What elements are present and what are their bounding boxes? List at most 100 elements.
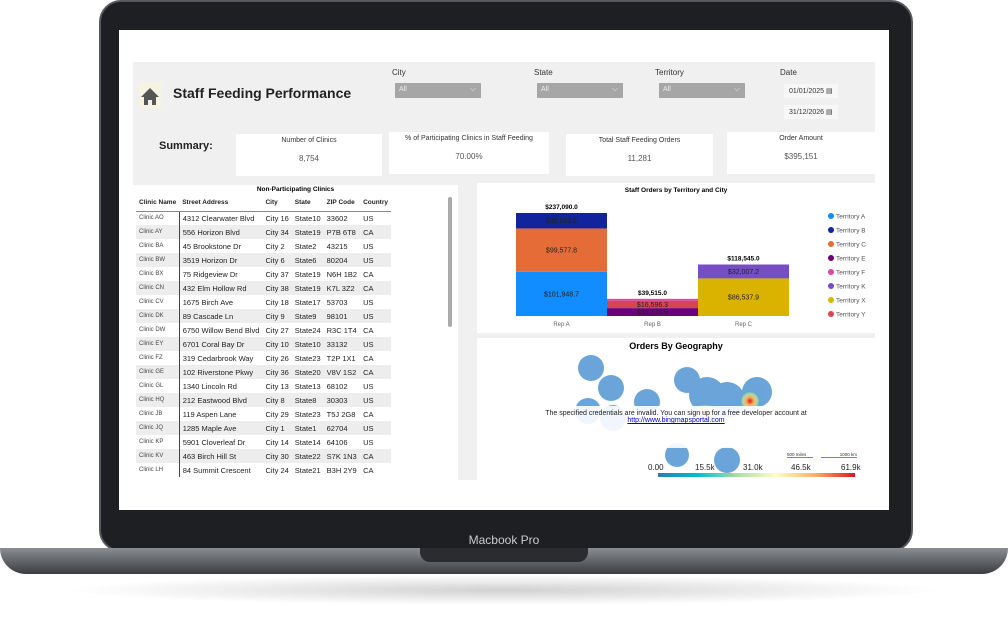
bar-segment[interactable] [516,228,607,272]
home-button[interactable] [139,82,161,108]
legend-item[interactable]: Territory K [836,283,866,290]
table-cell: CA [363,269,374,279]
territory-dropdown[interactable]: All ⌵ [659,83,745,98]
table-row[interactable]: Clinic KP 5901 Cloverleaf Dr City 14 State1… [136,435,391,449]
table-cell: V8V 1S2 [323,365,361,379]
table-cell: CA [360,365,391,379]
table-cell: City 27 [265,325,289,335]
table-cell: State23 [294,409,321,419]
state-value: All [541,86,549,93]
table-row[interactable]: Clinic GE 102 Riverstone Pkwy City 36 State… [136,365,391,379]
table-row[interactable]: Clinic LH 84 Summit Crescent City 24 State2… [136,463,391,477]
table-cell: T5J 2G8 [326,409,356,419]
data-label: $32,007.2 [728,269,759,276]
table-cell: T2P 1X1 [326,353,356,363]
calendar-icon: ▤ [826,109,833,116]
table-row[interactable]: Clinic AY 556 Horizon Blvd City 34 State19 P… [136,225,391,239]
bar-segment[interactable] [607,300,698,309]
table-cell: P7B 6T8 [323,225,361,239]
table-row[interactable]: Clinic DW 6750 Willow Bend Blvd City 27 Sta… [136,323,391,337]
summary-label: Summary: [159,140,213,152]
table-row[interactable]: Clinic BX 75 Ridgeview Dr City 37 State19 N6… [136,267,391,281]
table-cell: City 30 [262,449,292,463]
legend-item[interactable]: Territory F [836,269,865,276]
start-date-input[interactable]: 01/01/2025 ▤ [784,84,838,98]
dashboard: Staff Feeding Performance City All ⌵ Stat… [133,62,875,480]
table-cell: State23 [294,353,321,363]
data-label: $35,563.5 [546,218,577,225]
table-row[interactable]: Clinic GL 1340 Lincoln Rd City 13 State13 68… [136,379,391,393]
legend-marker [828,227,834,233]
table-row[interactable]: Clinic FZ 319 Cedarbrook Way City 26 State2… [136,351,391,365]
table-cell: City 38 [262,281,292,295]
bing-maps-link[interactable]: http://www.bingmapsportal.com [627,417,725,424]
staff-orders-chart: Staff Orders by Territory and City $101,9… [516,187,866,328]
table-cell: Clinic BW [136,253,180,267]
column-header[interactable]: Street Address [179,195,263,212]
table-row[interactable]: Clinic AO 4312 Clearwater Blvd City 16 Stat… [136,211,391,225]
bar-segment[interactable] [698,278,789,316]
table-cell: State8 [291,393,324,407]
bar-segment[interactable] [607,298,698,301]
table-cell: 119 Aspen Lane [182,409,237,419]
table-row[interactable]: Clinic HQ 212 Eastwood Blvd City 8 State8 30… [136,393,391,407]
bar-segment[interactable] [516,213,607,229]
date-filter-label: Date [780,68,797,77]
table-cell: State10 [291,337,324,351]
table-cell: Clinic KV [136,449,180,463]
legend-item[interactable]: Territory B [836,227,866,234]
legend-item[interactable]: Territory Y [836,311,866,318]
table-row[interactable]: Clinic EY 6701 Coral Bay Dr City 10 State10… [136,337,391,351]
table-row[interactable]: Clinic BW 3519 Horizon Dr City 6 State6 8020… [136,253,391,267]
table-cell: B3H 2Y9 [326,465,357,475]
legend-item[interactable]: Territory E [836,255,866,262]
legend-item[interactable]: Territory X [836,297,866,304]
table-cell: 68102 [326,381,348,391]
end-date-input[interactable]: 31/12/2026 ▤ [784,105,838,119]
data-label: $101,948.7 [544,291,579,298]
legend-item[interactable]: Territory A [836,213,866,220]
city-dropdown[interactable]: All ⌵ [395,83,481,98]
table-cell: Clinic AY [136,225,180,239]
table-cell: 62704 [323,421,361,435]
table-cell: Clinic HQ [136,393,180,407]
table-cell: City 37 [265,269,289,279]
column-header[interactable]: ZIP Code [323,195,361,212]
table-scrollbar[interactable] [448,197,452,327]
table-cell: Clinic KP [136,435,180,449]
column-header[interactable]: Country [360,195,391,212]
table-cell: 6750 Willow Bend Blvd [182,325,260,335]
bar-segment[interactable] [607,308,698,316]
table-cell: 43215 [326,241,348,251]
column-header[interactable]: Clinic Name [136,195,180,212]
table-cell: 3519 Horizon Dr [179,253,263,267]
table-cell: 84 Summit Crescent [182,465,251,475]
table-cell: Clinic JB [136,407,180,421]
table-row[interactable]: Clinic CV 1675 Birch Ave City 18 State17 537… [136,295,391,309]
table-row[interactable]: Clinic DK 89 Cascade Ln City 9 State9 98101 U… [136,309,391,323]
table-cell: City 9 [262,309,292,323]
legend-item[interactable]: Territory C [836,241,866,248]
table-cell: 1285 Maple Ave [179,421,263,435]
table-row[interactable]: Clinic BA 45 Brookstone Dr City 2 State2 432… [136,239,391,253]
table-row[interactable]: Clinic KV 463 Birch Hill St City 30 State22… [136,449,391,463]
table-cell: US [363,297,374,307]
table-cell: City 6 [262,253,292,267]
color-scale-labels: 0.00 15.5k 31.0k 46.5k 61.9k [648,463,861,472]
table-row[interactable]: Clinic JB 119 Aspen Lane City 29 State23 T5J… [136,407,391,421]
page-title: Staff Feeding Performance [173,85,352,101]
table-cell: City 1 [262,421,292,435]
bar-segment[interactable] [516,271,607,316]
city-filter-label: City [392,68,406,77]
table-cell: 1675 Birch Ave [182,297,234,307]
bar-segment[interactable] [698,264,789,279]
table-cell: State21 [294,465,321,475]
table-row[interactable]: Clinic JQ 1285 Maple Ave City 1 State1 62704… [136,421,391,435]
column-header[interactable]: City [262,195,292,212]
table-cell: US [360,337,391,351]
column-header[interactable]: State [291,195,324,212]
table-cell: City 13 [265,381,289,391]
table-cell: CA [363,353,374,363]
table-row[interactable]: Clinic CN 432 Elm Hollow Rd City 38 State19… [136,281,391,295]
state-dropdown[interactable]: All ⌵ [537,83,623,98]
